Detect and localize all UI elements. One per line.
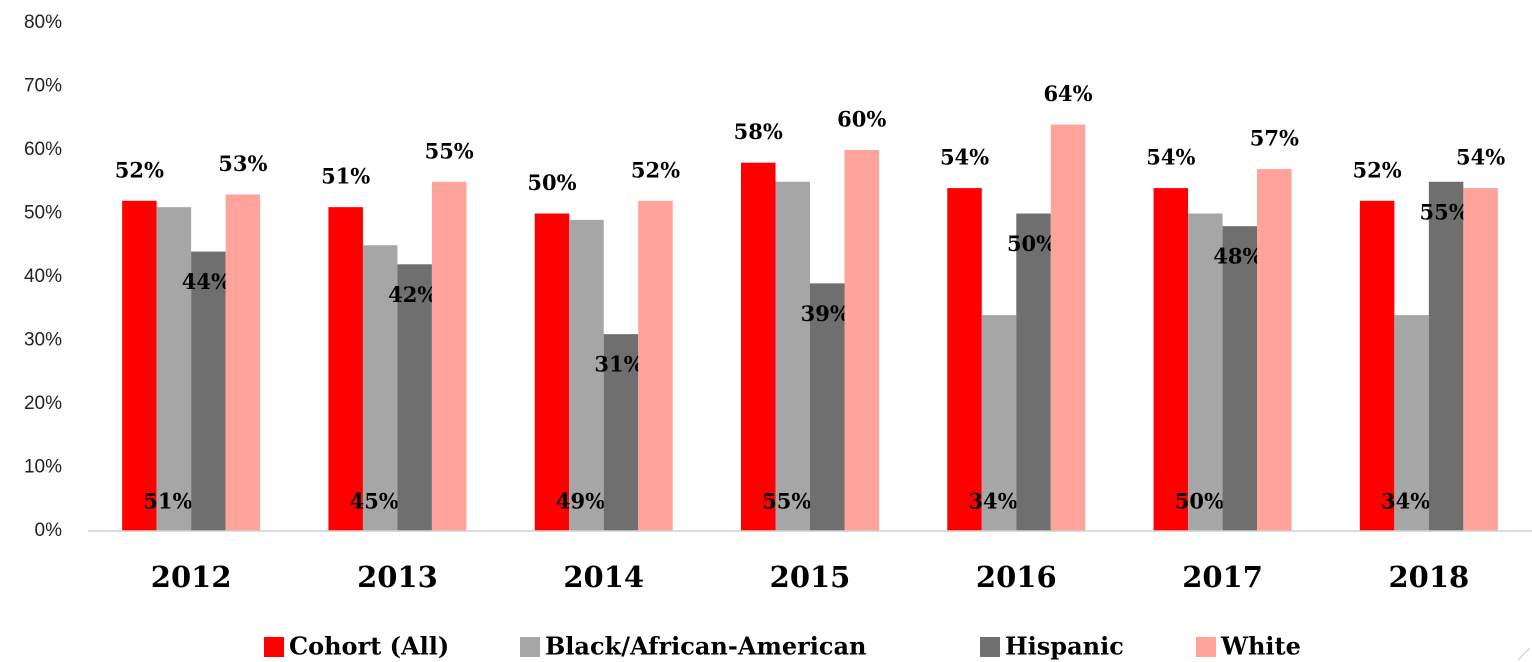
data-label: 39% [801,301,850,326]
data-label: 52% [631,157,680,182]
data-label: 60% [837,107,886,132]
data-label: 55% [425,138,474,163]
legend-label: Cohort (All) [289,632,449,661]
bar [947,188,982,531]
x-tick-label: 2015 [770,560,851,594]
bar [431,181,467,531]
data-label: 55% [1420,199,1469,224]
legend-label: Hispanic [1005,632,1124,661]
bar [1463,188,1498,531]
bar [156,207,192,531]
bar [981,315,1017,531]
data-label: 53% [218,151,267,176]
bar [328,207,363,531]
x-tick-label: 2013 [357,560,438,594]
data-label: 54% [1456,145,1505,170]
legend-swatch [520,637,540,657]
bar [122,200,157,532]
corner-mark [1517,647,1531,661]
data-label: 54% [1146,145,1195,170]
data-label: 57% [1250,126,1299,151]
legend-swatch [1196,637,1216,657]
y-tick-label: 20% [24,393,62,414]
bar [191,251,226,531]
data-label: 64% [1043,81,1092,106]
x-tick-label: 2012 [151,560,232,594]
bar [603,334,639,531]
bar [844,150,879,531]
bar [397,264,432,531]
bar [1050,124,1086,531]
x-tick-label: 2016 [976,560,1057,594]
legend-label: Black/African-American [545,632,866,661]
data-label: 50% [527,170,576,195]
bar [1016,213,1051,531]
data-label: 54% [940,145,989,170]
data-label: 55% [762,489,811,514]
bar [1428,181,1464,531]
data-label: 51% [321,164,370,189]
bar [569,219,604,531]
legend-swatch [980,637,1000,657]
data-label: 52% [1353,157,1402,182]
x-tick-label: 2014 [563,560,644,594]
bar [638,200,673,532]
data-label: 31% [594,352,643,377]
bar [775,181,810,531]
y-tick-label: 30% [24,330,62,351]
y-tick-label: 70% [24,76,62,97]
data-label: 58% [734,119,783,144]
data-label: 52% [115,157,164,182]
data-label: 49% [556,489,605,514]
bar [1359,200,1395,532]
data-label: 48% [1213,244,1262,269]
data-label: 34% [968,489,1017,514]
data-label: 44% [182,269,231,294]
bar [534,213,570,531]
data-label: 42% [388,282,437,307]
data-label: 34% [1381,489,1430,514]
y-tick-label: 40% [24,266,62,287]
bar [1222,226,1258,531]
data-label: 51% [143,489,192,514]
x-tick-label: 2018 [1388,560,1469,594]
y-tick-label: 80% [24,12,62,33]
y-tick-label: 10% [24,457,62,478]
bar [1257,169,1292,532]
bar [810,283,845,531]
legend-label: White [1220,632,1301,661]
legend-swatch [264,637,284,657]
bar [1188,213,1223,531]
bar [362,245,398,531]
data-label: 50% [1175,489,1224,514]
data-label: 50% [1007,231,1056,256]
x-tick-label: 2017 [1182,560,1263,594]
y-tick-label: 50% [24,203,62,224]
bar [225,194,261,531]
bar [1394,315,1429,531]
y-tick-label: 60% [24,139,62,160]
y-tick-label: 0% [35,520,63,541]
data-label: 45% [350,489,399,514]
bar [1153,188,1189,531]
bar [741,162,776,531]
